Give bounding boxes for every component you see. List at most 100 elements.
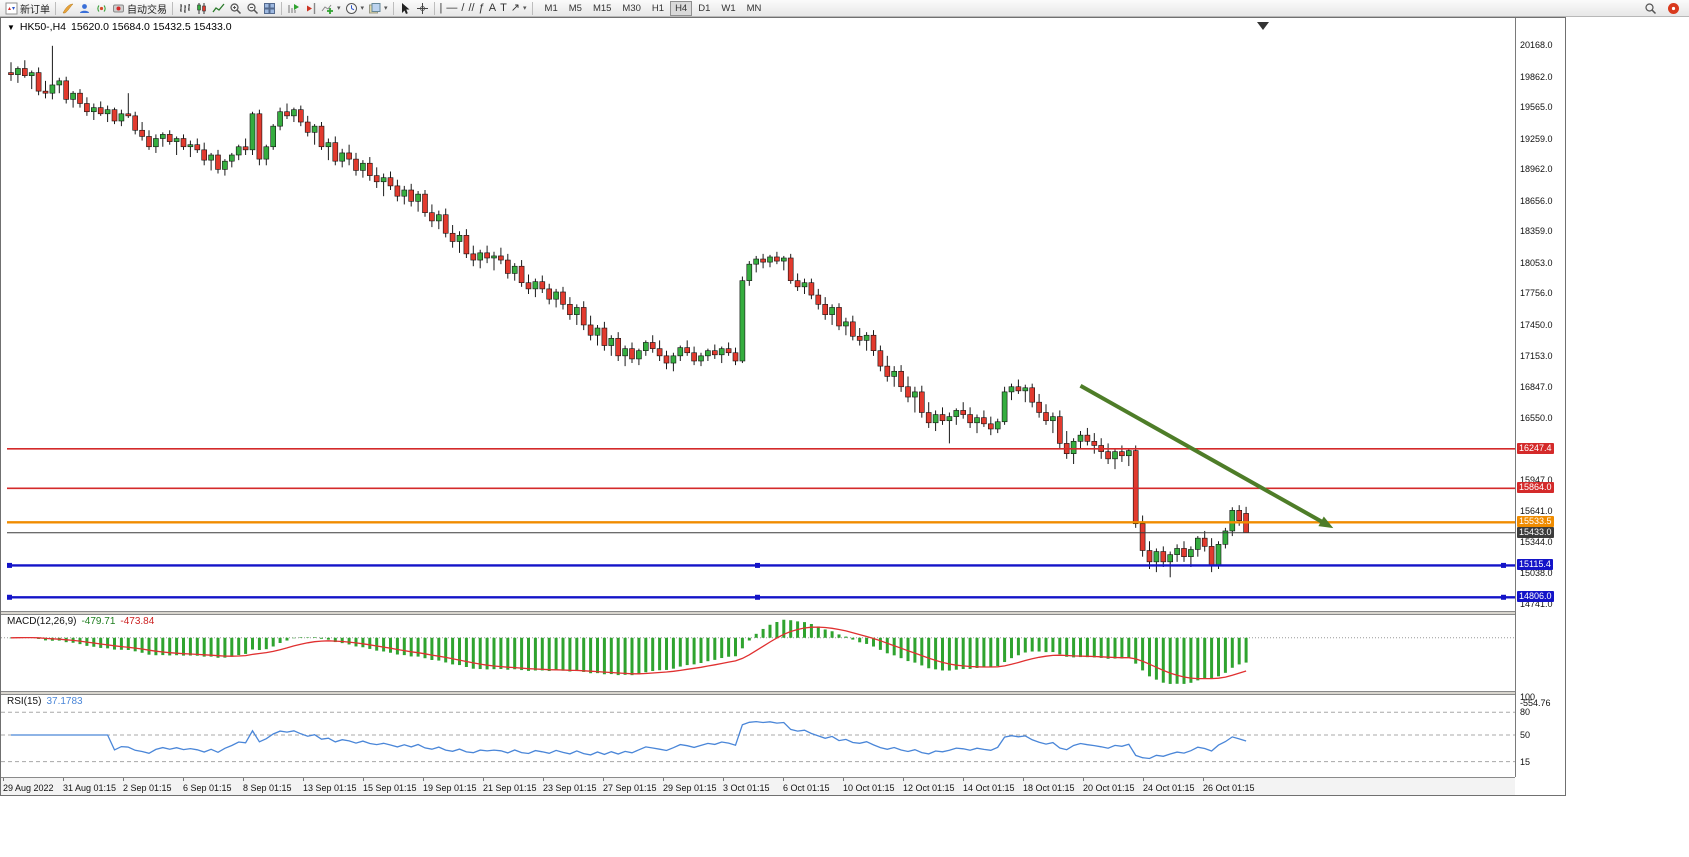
macd-histogram-bar: [1065, 637, 1069, 657]
bear-candle: [663, 355, 670, 364]
macd-histogram-bar: [389, 637, 392, 653]
chart-shift-marker[interactable]: [1257, 22, 1269, 30]
macd-histogram-bar: [547, 637, 551, 672]
bear-candle: [794, 280, 801, 288]
bear-candle: [132, 115, 138, 131]
horizontal-line-tool[interactable]: —: [444, 1, 459, 16]
autotrading-button[interactable]: 自动交易: [110, 1, 169, 16]
chart-menu-marker[interactable]: ▼: [7, 22, 15, 32]
line-selection-handle[interactable]: [755, 594, 760, 600]
macd-histogram-bar: [478, 637, 482, 670]
toolbar-separator: [172, 1, 173, 15]
vertical-line-tool[interactable]: |: [438, 1, 445, 16]
toolbar-separator: [281, 1, 282, 15]
macd-histogram-bar: [1203, 637, 1207, 679]
chevron-down-icon: ▾: [337, 5, 341, 12]
trend-arrow-head[interactable]: [1318, 516, 1334, 529]
candlestick-chart-button[interactable]: [193, 1, 210, 16]
tile-windows-button[interactable]: [261, 1, 278, 16]
crosshair-button[interactable]: [414, 1, 431, 16]
new-order-button[interactable]: 新订单: [3, 1, 52, 16]
line-selection-handle[interactable]: [1501, 594, 1506, 600]
text-tool[interactable]: A: [487, 1, 498, 16]
profile-button[interactable]: [76, 1, 93, 16]
timeframe-button-w1[interactable]: W1: [721, 2, 736, 14]
line-chart-button[interactable]: [210, 1, 227, 16]
macd-histogram-bar: [1127, 637, 1131, 658]
timeframe-button-d1[interactable]: D1: [698, 2, 711, 14]
macd-histogram-bar: [361, 637, 365, 648]
macd-histogram-bar: [506, 637, 510, 670]
price-axis-label: 20168.0: [1520, 39, 1553, 50]
macd-histogram-bar: [630, 637, 634, 676]
macd-histogram-bar: [1148, 637, 1151, 677]
price-scale[interactable]: 20168.0 19862.0 19565.0 19259.0 18962.0 18656…: [1515, 18, 1566, 777]
bear-candle: [77, 92, 83, 104]
timeframe-button-h4[interactable]: H4: [670, 0, 693, 16]
line-selection-handle[interactable]: [7, 562, 12, 568]
templates-button[interactable]: ▾: [366, 1, 390, 16]
periods-button[interactable]: ▾: [343, 1, 367, 16]
bull-candle: [263, 146, 270, 160]
bull-candle: [932, 414, 939, 424]
main-chart[interactable]: [1, 18, 1515, 612]
metaeditor-button[interactable]: [59, 1, 76, 16]
timeframe-button-m1[interactable]: M1: [544, 2, 558, 14]
macd-histogram-bar: [409, 637, 413, 657]
broadcast-button[interactable]: [93, 1, 110, 16]
bear-candle: [567, 304, 573, 315]
macd-histogram-bar: [1106, 637, 1110, 659]
timeframe-button-m15[interactable]: M15: [592, 2, 612, 14]
toolbar: 新订单 自动交易: [0, 0, 1689, 17]
macd-panel-separator[interactable]: [1, 611, 1515, 615]
cursor-button[interactable]: [397, 1, 414, 16]
bear-candle: [408, 189, 415, 202]
macd-label-row: MACD(12,26,9) -479.71 -473.84: [7, 616, 154, 627]
trendline-tool[interactable]: /: [459, 1, 466, 16]
bear-candle: [284, 111, 290, 117]
indicators-button[interactable]: ▾: [319, 1, 343, 16]
timeframe-button-h1[interactable]: H1: [651, 2, 665, 14]
fibonacci-tool[interactable]: ƒ: [477, 1, 487, 16]
bear-candle: [822, 304, 829, 315]
macd-histogram-bar: [340, 637, 344, 644]
macd-panel[interactable]: [1, 615, 1515, 691]
rsi-panel[interactable]: [1, 695, 1515, 777]
timeframe-button-m5[interactable]: M5: [568, 2, 582, 14]
macd-histogram-bar: [1161, 637, 1165, 683]
zoom-in-button[interactable]: [227, 1, 244, 16]
arrows-tool[interactable]: ↗ ▾: [509, 1, 529, 16]
time-axis[interactable]: 29 Aug 2022 31 Aug 01:15 2 Sep 01:15 6 Sep …: [1, 777, 1515, 795]
indicators-icon: [321, 2, 334, 15]
timeframe-button-mn[interactable]: MN: [746, 2, 762, 14]
bear-candle: [787, 257, 794, 281]
line-selection-handle[interactable]: [7, 594, 12, 600]
bar-chart-button[interactable]: [176, 1, 193, 16]
macd-histogram-bar: [1141, 637, 1145, 671]
bear-candle: [332, 142, 339, 162]
macd-histogram-bar: [1223, 637, 1227, 673]
time-axis-tick: [363, 778, 364, 781]
bear-candle: [691, 352, 697, 362]
macd-histogram-bar: [996, 637, 1000, 667]
macd-histogram-bar: [692, 637, 696, 665]
label-tool[interactable]: T: [498, 1, 509, 16]
timeframe-button-m30[interactable]: M30: [622, 2, 641, 14]
macd-histogram-bar: [223, 637, 227, 658]
zoom-out-button[interactable]: [244, 1, 261, 16]
line-selection-handle[interactable]: [755, 562, 760, 568]
rsi-panel-separator[interactable]: [1, 691, 1515, 695]
macd-histogram-bar: [257, 637, 261, 651]
bear-candle: [97, 107, 104, 115]
time-axis-tick: [603, 778, 604, 781]
channel-tool[interactable]: //: [466, 1, 476, 16]
macd-histogram-bar: [1189, 637, 1193, 683]
chart-shift-button[interactable]: [302, 1, 319, 16]
line-selection-handle[interactable]: [1501, 562, 1506, 568]
bull-candle: [1126, 450, 1132, 457]
notification-icon[interactable]: [1665, 1, 1682, 16]
trend-arrow[interactable]: [1079, 383, 1327, 526]
time-axis-label: 6 Oct 01:15: [783, 783, 830, 793]
auto-scroll-button[interactable]: [285, 1, 302, 16]
search-button[interactable]: [1642, 1, 1659, 16]
